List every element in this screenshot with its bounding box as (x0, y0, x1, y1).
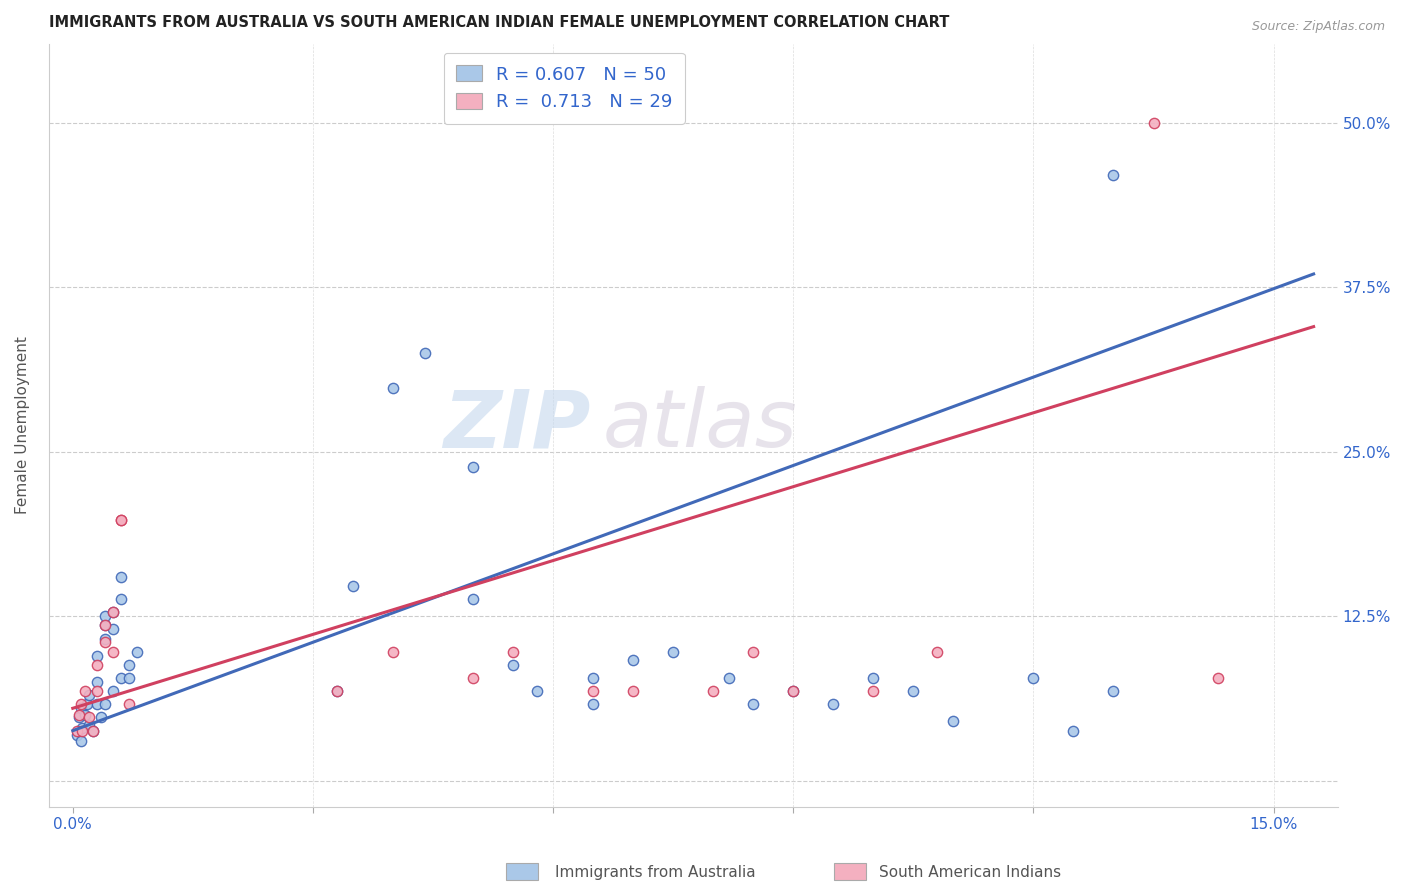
Text: Source: ZipAtlas.com: Source: ZipAtlas.com (1251, 20, 1385, 33)
Point (118, 657, 141, 672)
Point (718, 671, 741, 685)
Point (67, 710, 90, 724)
Point (94, 609, 117, 624)
Point (66, 723, 89, 738)
Point (782, 684, 804, 698)
Point (94, 698, 117, 712)
Point (73, 684, 96, 698)
Point (862, 684, 884, 698)
Point (903, 684, 925, 698)
Point (118, 671, 141, 685)
Point (326, 684, 349, 698)
Text: South American Indians: South American Indians (879, 865, 1062, 880)
Point (90, 710, 112, 724)
Point (413, 346, 436, 360)
Point (461, 460, 484, 475)
Point (326, 684, 349, 698)
Point (742, 645, 765, 659)
Point (72, 721, 94, 735)
Point (94, 635, 117, 649)
Point (86, 698, 108, 712)
Point (77, 718, 100, 732)
Point (526, 684, 548, 698)
Point (72, 723, 94, 738)
Point (502, 645, 524, 659)
Point (69, 701, 91, 715)
Point (110, 513, 132, 527)
Point (101, 623, 124, 637)
Point (582, 698, 605, 712)
Point (461, 592, 484, 607)
Point (342, 579, 364, 593)
Point (76, 698, 98, 712)
Point (461, 671, 484, 685)
Text: atlas: atlas (603, 386, 797, 465)
Text: IMMIGRANTS FROM AUSTRALIA VS SOUTH AMERICAN INDIAN FEMALE UNEMPLOYMENT CORRELATI: IMMIGRANTS FROM AUSTRALIA VS SOUTH AMERI… (49, 15, 949, 30)
Point (1142, 115, 1164, 129)
Point (67, 707, 90, 722)
Point (1102, 684, 1125, 698)
Point (110, 671, 132, 685)
Point (1102, 168, 1125, 182)
Point (86, 675, 108, 690)
Point (73, 707, 96, 722)
Point (77, 688, 100, 702)
Point (82, 723, 104, 738)
Point (582, 671, 605, 685)
Text: ZIP: ZIP (443, 386, 591, 465)
Point (69, 734, 91, 748)
Point (101, 645, 124, 659)
Point (702, 684, 724, 698)
Point (69, 698, 91, 712)
Point (1022, 671, 1045, 685)
Point (94, 618, 117, 632)
Point (502, 657, 524, 672)
Point (742, 698, 765, 712)
Point (101, 684, 124, 698)
Point (66, 728, 89, 742)
Point (94, 618, 117, 632)
Point (101, 605, 124, 619)
Point (118, 698, 141, 712)
Point (782, 684, 804, 698)
Point (662, 645, 685, 659)
Point (86, 657, 108, 672)
Point (621, 684, 644, 698)
Point (382, 382, 405, 396)
Text: Immigrants from Australia: Immigrants from Australia (555, 865, 756, 880)
Point (110, 513, 132, 527)
Point (621, 652, 644, 666)
Point (86, 648, 108, 663)
Point (823, 698, 845, 712)
Point (86, 684, 108, 698)
Y-axis label: Female Unemployment: Female Unemployment (15, 336, 30, 515)
Point (82, 723, 104, 738)
Point (582, 684, 605, 698)
Point (1206, 671, 1229, 685)
Point (862, 671, 884, 685)
Point (1062, 723, 1084, 738)
Point (125, 645, 148, 659)
Point (94, 632, 117, 646)
Point (110, 569, 132, 583)
Legend: R = 0.607   N = 50, R =  0.713   N = 29: R = 0.607 N = 50, R = 0.713 N = 29 (444, 53, 685, 123)
Point (942, 714, 965, 729)
Point (382, 645, 405, 659)
Point (101, 605, 124, 619)
Point (77, 710, 100, 724)
Point (110, 592, 132, 607)
Point (927, 645, 949, 659)
